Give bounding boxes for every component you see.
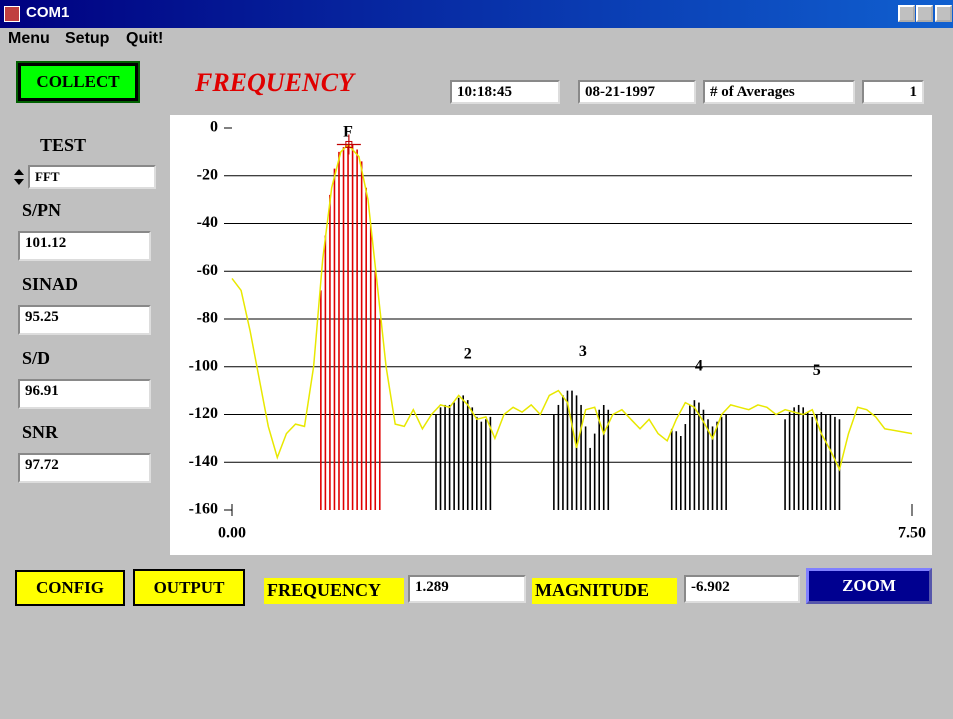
magnitude-label: MAGNITUDE (532, 578, 677, 604)
time-field: 10:18:45 (450, 80, 560, 104)
zoom-button[interactable]: ZOOM (806, 568, 932, 604)
minimize-button[interactable] (898, 5, 915, 22)
y-tick-label: -20 (197, 166, 218, 183)
close-button[interactable] (935, 5, 952, 22)
cursor (336, 134, 361, 155)
field-label: SINAD (22, 274, 79, 294)
spinner-icon (14, 169, 24, 185)
annotation: F (343, 123, 353, 140)
y-tick-label: -80 (197, 310, 218, 327)
menu-item[interactable]: Setup (65, 30, 110, 47)
frequency-label: FREQUENCY (264, 578, 404, 604)
annotation: 5 (813, 362, 821, 379)
y-tick-label: -60 (197, 262, 218, 279)
chart-background (170, 115, 932, 555)
config-button[interactable]: CONFIG (15, 570, 125, 606)
annotation: 2 (464, 345, 472, 362)
date-field: 08-21-1997 (578, 80, 696, 104)
spectrum-line (231, 143, 913, 472)
menu-bar: Menu Setup Quit! (0, 28, 953, 50)
cursor-part (345, 140, 353, 148)
window-title: COM1 (26, 4, 70, 21)
app-icon (4, 6, 20, 22)
test-field[interactable]: FFT (28, 165, 156, 189)
y-tick-label: -140 (189, 453, 218, 470)
title-bar: COM1 (0, 0, 953, 28)
annotation: 3 (579, 343, 587, 360)
y-tick-label: -100 (189, 357, 218, 374)
maximize-button[interactable] (916, 5, 933, 22)
averages-field[interactable]: 1 (862, 80, 924, 104)
menu-item[interactable]: Quit! (126, 30, 164, 47)
field-value: 96.91 (18, 379, 151, 409)
field-label: SNR (22, 422, 59, 442)
averages-label: # of Averages (703, 80, 855, 104)
menu-item[interactable]: Menu (8, 30, 50, 47)
field-value: 101.12 (18, 231, 151, 261)
y-tick-label: -120 (189, 405, 218, 422)
y-tick-label: 0 (210, 119, 218, 136)
x-tick-label: 7.50 (898, 525, 926, 542)
collect-button[interactable]: COLLECT (16, 61, 140, 103)
y-tick-label: -40 (197, 214, 218, 231)
test-label: TEST (40, 135, 87, 155)
frequency-field: 1.289 (408, 575, 526, 603)
spinner[interactable] (12, 166, 26, 188)
field-label: S/D (22, 348, 51, 368)
x-tick-label: 0.00 (218, 525, 246, 542)
y-tick-label: -160 (189, 501, 218, 518)
field-value: 95.25 (18, 305, 151, 335)
field-value: 97.72 (18, 453, 151, 483)
magnitude-field: -6.902 (684, 575, 800, 603)
chart-title: FREQUENCY (195, 68, 354, 97)
field-label: S/PN (22, 200, 62, 220)
annotation: 4 (695, 357, 703, 374)
output-button[interactable]: OUTPUT (133, 569, 245, 606)
